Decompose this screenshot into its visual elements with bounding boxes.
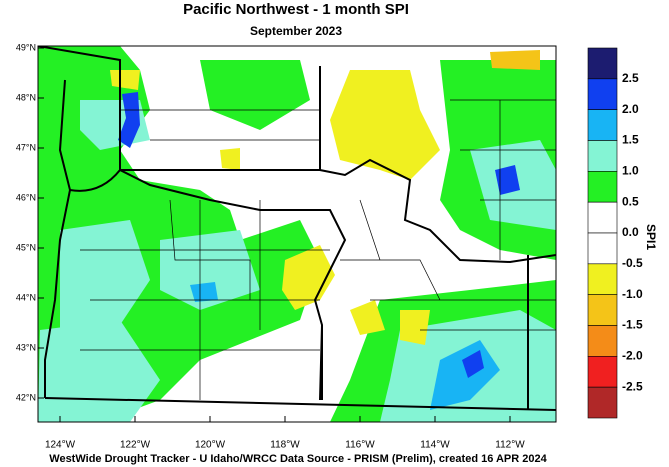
- colorbar-label: -1.5: [622, 318, 643, 332]
- lon-labels: 124°W 122°W 120°W 118°W 116°W 114°W 112°W: [45, 416, 525, 451]
- lat-label: 45°N: [16, 242, 36, 252]
- colorbar-bin: [587, 140, 618, 172]
- colorbar-bin: [587, 325, 618, 357]
- colorbar-bin: [587, 201, 618, 234]
- colorbar-label: -0.5: [622, 256, 643, 270]
- lat-label: 46°N: [16, 192, 36, 202]
- lon-label: 112°W: [495, 440, 525, 451]
- colorbar-label: 0.5: [622, 194, 639, 208]
- colorbar-bin: [587, 294, 618, 326]
- lon-label: 124°W: [45, 440, 76, 451]
- colorbar-label: 1.5: [622, 133, 639, 147]
- colorbar-bin: [587, 232, 618, 265]
- footer: WestWide Drought Tracker - U Idaho/WRCC …: [49, 453, 547, 465]
- lon-label: 122°W: [120, 440, 151, 451]
- colorbar-label: -2.0: [622, 349, 643, 363]
- colorbar-bin: [587, 78, 618, 110]
- colorbar-label: 2.0: [622, 102, 639, 116]
- colorbar-bin: [587, 386, 618, 419]
- colorbar-label: 1.0: [622, 164, 639, 178]
- colorbar-title: SPI1: [644, 224, 658, 250]
- lon-label: 116°W: [345, 440, 375, 451]
- colorbar-label: 2.5: [622, 71, 639, 85]
- lat-label: 42°N: [16, 392, 36, 402]
- title: Pacific Northwest - 1 month SPI: [183, 1, 409, 18]
- colorbar-label: -2.5: [622, 379, 643, 393]
- colorbar-bin: [587, 356, 618, 388]
- lon-label: 118°W: [270, 440, 300, 451]
- colorbar-bin: [587, 171, 618, 203]
- lat-label: 47°N: [16, 142, 36, 152]
- lat-label: 49°N: [16, 42, 36, 52]
- colorbar-bin: [587, 109, 618, 141]
- map-frame: [37, 45, 557, 423]
- lat-label: 44°N: [16, 292, 36, 302]
- colorbar: 2.5 2.0 1.5 1.0 0.5 0.0 -0.5 -1.0 -1.5 -2.0 -2.5: [587, 47, 643, 419]
- boundaries: [38, 46, 556, 411]
- colorbar-label: 0.0: [622, 225, 639, 239]
- lon-label: 120°W: [195, 440, 226, 451]
- colorbar-bin: [587, 263, 618, 295]
- colorbar-label: -1.0: [622, 287, 643, 301]
- lat-label: 43°N: [16, 342, 36, 352]
- colorbar-bin: [587, 47, 618, 80]
- lon-label: 114°W: [420, 440, 450, 451]
- map: [37, 45, 557, 423]
- lat-labels: 49°N 48°N 47°N 46°N 45°N 44°N 43°N 42°N: [16, 42, 44, 402]
- subtitle: September 2023: [250, 24, 342, 38]
- lat-label: 48°N: [16, 92, 36, 102]
